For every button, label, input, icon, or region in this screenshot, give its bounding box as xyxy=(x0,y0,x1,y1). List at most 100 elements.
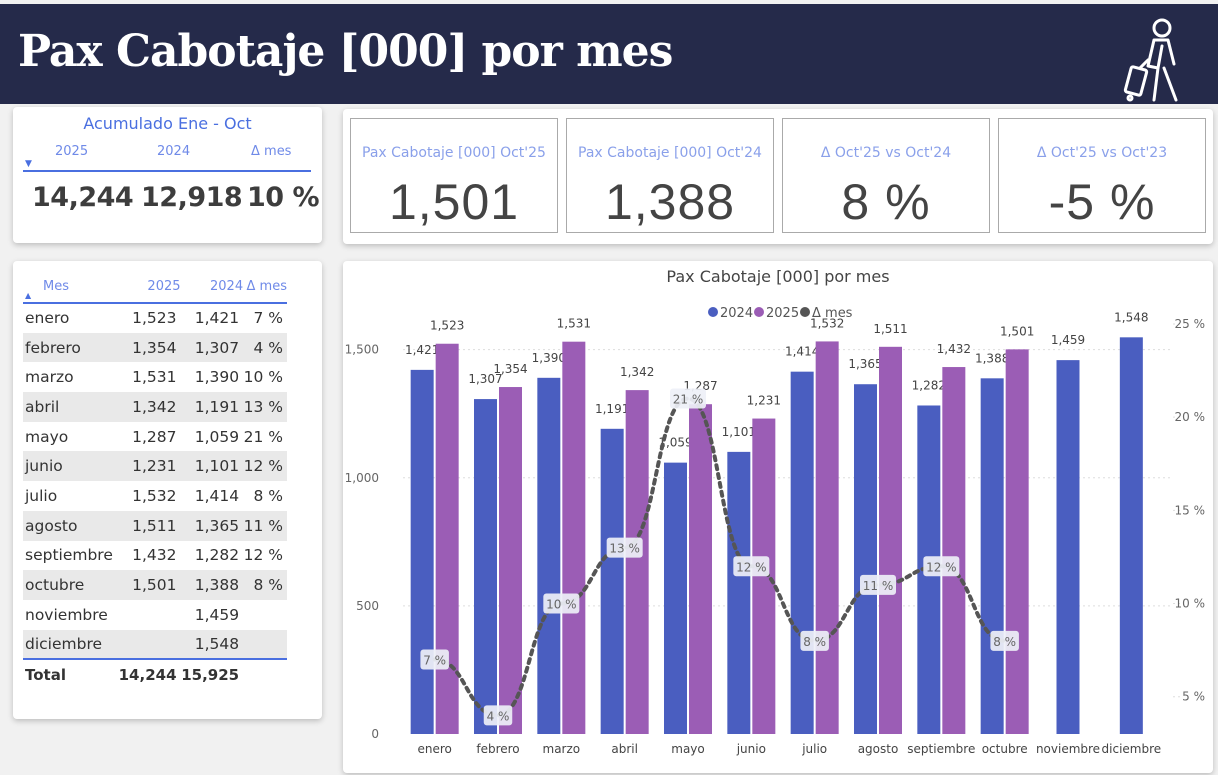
x-axis-tick: noviembre xyxy=(1036,742,1100,756)
cell-delta xyxy=(243,629,287,660)
delta-label-box xyxy=(990,630,1019,651)
cell-value-2025: 1,532 xyxy=(132,486,177,505)
table-row[interactable]: julio 1,532 1,414 8 % xyxy=(23,481,287,511)
table-row[interactable]: enero 1,523 1,421 7 % xyxy=(23,303,287,333)
delta-label: 13 % xyxy=(609,542,640,556)
cell-value-2025: 1,511 xyxy=(117,510,181,541)
sort-desc-icon[interactable]: ▼ xyxy=(25,159,32,169)
traveler-with-suitcase-icon xyxy=(1123,18,1178,102)
bar-label-2025: 1,523 xyxy=(430,319,464,333)
cell-value-2024: 1,390 xyxy=(194,368,240,387)
delta-label: 12 % xyxy=(736,560,767,574)
cell-month: mayo xyxy=(25,427,69,446)
kpi-label: Δ Oct'25 vs Oct'23 xyxy=(1036,145,1168,161)
left-axis-tick: 500 xyxy=(356,599,379,613)
bar-label-2025: 1,342 xyxy=(620,365,654,379)
cell-delta: 4 % xyxy=(243,332,287,363)
cell-value-2024: 1,101 xyxy=(180,451,244,482)
monthly-table-card: ▲ Mes 2025 2024 Δ mes enero 1,523 1,421 7 % f… xyxy=(13,261,322,719)
table-row[interactable]: febrero 1,354 1,307 4 % xyxy=(23,332,287,363)
delta-label-box xyxy=(483,705,513,726)
delta-label: 12 % xyxy=(926,560,957,574)
cell-value-2024: 1,421 xyxy=(194,309,240,328)
chart-card: Pax Cabotaje [000] por mes 2024 2025 Δ mes 0… xyxy=(343,261,1213,773)
table-row[interactable]: junio 1,231 1,101 12 % xyxy=(23,451,287,482)
cell-value-2025: 1,231 xyxy=(117,451,181,482)
x-axis-tick: julio xyxy=(801,742,827,756)
cell-value-2025: 1,523 xyxy=(132,309,177,328)
table-header-row: ▲ Mes 2025 2024 Δ mes xyxy=(23,271,287,304)
total-cell-delta xyxy=(243,658,287,689)
bar-2025 xyxy=(942,367,966,734)
bar-label-2025: 1,501 xyxy=(1000,324,1034,338)
cell-month: marzo xyxy=(25,368,74,387)
cell-value-2025: 1,287 xyxy=(132,427,177,446)
x-axis-tick: junio xyxy=(736,742,766,756)
left-axis-tick: 0 xyxy=(371,727,379,741)
accumulated-header-2024[interactable]: 2024 xyxy=(157,144,191,159)
kpi-value: 8 % xyxy=(841,174,931,230)
bar-2024 xyxy=(664,462,687,734)
page-title: Pax Cabotaje [000] por mes xyxy=(18,26,673,77)
bar-2025 xyxy=(689,404,712,734)
legend-label-2025: 2025 xyxy=(766,306,799,321)
column-header-delta[interactable]: Δ mes xyxy=(243,271,287,304)
table-row[interactable]: noviembre 1,459 xyxy=(23,600,287,630)
cell-delta xyxy=(243,600,287,630)
table-row[interactable]: octubre 1,501 1,388 8 % xyxy=(23,570,287,600)
legend-label-delta: Δ mes xyxy=(812,306,853,321)
cell-delta: 11 % xyxy=(243,510,287,541)
cell-month: agosto xyxy=(23,510,118,541)
x-axis-tick: enero xyxy=(417,742,451,756)
kpi-label: Pax Cabotaje [000] Oct'24 xyxy=(578,145,762,161)
column-header-mes[interactable]: ▲ Mes xyxy=(23,271,118,304)
delta-label-box xyxy=(606,537,643,558)
cell-month: septiembre xyxy=(25,546,113,565)
table-row[interactable]: diciembre 1,548 xyxy=(23,629,287,660)
bar-label-2024: 1,307 xyxy=(468,372,502,386)
bar-2025 xyxy=(625,390,649,734)
kpi-card-oct25: Pax Cabotaje [000] Oct'25 1,501 xyxy=(350,118,558,233)
table-row[interactable]: septiembre 1,432 1,282 12 % xyxy=(23,541,287,571)
x-axis-tick: abril xyxy=(611,742,638,756)
right-axis-tick: 20 % xyxy=(1175,410,1206,424)
delta-line xyxy=(432,396,1007,718)
cell-month: febrero xyxy=(23,332,118,363)
kpi-value: 1,388 xyxy=(604,174,736,230)
x-axis-tick: septiembre xyxy=(907,742,975,756)
cell-value-2024: 1,059 xyxy=(194,427,240,446)
kpi-panel: Pax Cabotaje [000] Oct'25 1,501 Pax Cabo… xyxy=(343,109,1213,244)
cell-month: abril xyxy=(23,392,118,422)
cell-month: noviembre xyxy=(25,605,108,624)
table-row[interactable]: agosto 1,511 1,365 11 % xyxy=(23,510,287,541)
cell-value-2024: 1,191 xyxy=(180,392,244,422)
x-axis-tick: febrero xyxy=(476,742,519,756)
bar-label-2024: 1,101 xyxy=(722,425,756,439)
table-row[interactable]: abril 1,342 1,191 13 % xyxy=(23,392,287,422)
delta-label-box xyxy=(860,574,896,595)
bar-2024 xyxy=(727,451,751,734)
x-axis-tick: diciembre xyxy=(1102,742,1162,756)
cell-delta: 13 % xyxy=(243,392,287,422)
column-header-2024[interactable]: 2024 xyxy=(180,271,244,304)
bar-label-2024: 1,388 xyxy=(975,351,1009,365)
kpi-card-delta-oct24: Δ Oct'25 vs Oct'24 8 % xyxy=(782,118,990,233)
kpi-card-delta-oct23: Δ Oct'25 vs Oct'23 -5 % xyxy=(998,118,1206,233)
kpi-value: -5 % xyxy=(1048,174,1156,230)
column-header-2025[interactable]: 2025 xyxy=(117,271,181,304)
accumulated-header-2025[interactable]: 2025 xyxy=(55,144,89,159)
bar-label-2024: 1,390 xyxy=(532,351,566,365)
accumulated-header-delta[interactable]: Δ mes xyxy=(251,144,292,159)
table-row[interactable]: marzo 1,531 1,390 10 % xyxy=(23,362,287,392)
chart-title: Pax Cabotaje [000] por mes xyxy=(666,267,889,286)
delta-label: 21 % xyxy=(673,393,704,407)
x-axis-tick: marzo xyxy=(543,742,581,756)
delta-label: 10 % xyxy=(546,598,577,612)
delta-label: 8 % xyxy=(993,635,1016,649)
accumulated-header-divider xyxy=(23,170,311,172)
table-row[interactable]: mayo 1,287 1,059 21 % xyxy=(23,422,287,452)
sort-asc-icon[interactable]: ▲ xyxy=(25,291,32,300)
bar-label-2024: 1,548 xyxy=(1114,310,1148,324)
cell-value-2024: 1,548 xyxy=(180,629,244,660)
delta-label: 8 % xyxy=(803,635,826,649)
